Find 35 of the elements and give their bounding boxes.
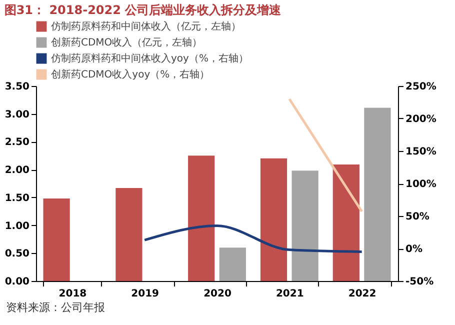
y-tick-label: 0.00 <box>4 276 30 288</box>
x-tick-label: 2018 <box>58 288 87 300</box>
bar <box>260 158 288 281</box>
legend-label: 创新药CDMO收入yoy（%，右轴） <box>51 68 210 80</box>
bar <box>43 198 70 281</box>
line-series <box>143 224 364 253</box>
y2-tick-label: 150% <box>406 146 436 158</box>
text: 资料来源：公司年报 <box>5 300 106 315</box>
x-tick-label: 2021 <box>276 288 304 300</box>
bar <box>116 188 142 281</box>
bar <box>364 108 391 281</box>
y-tick-label: 3.50 <box>4 82 30 92</box>
bar <box>332 164 360 281</box>
bar <box>219 248 246 281</box>
y-tick-label: 1.50 <box>4 192 30 204</box>
y2-tick-label: 200% <box>406 114 436 125</box>
y-tick-label: 2.50 <box>4 137 30 148</box>
bar <box>188 156 215 281</box>
y-tick-label: 2.00 <box>4 165 30 176</box>
x-tick-label: 2022 <box>348 288 376 300</box>
y2-tick-label: 0% <box>406 244 422 255</box>
legend-label: 仿制药原料药和中间体收入（亿元，左轴） <box>50 20 241 32</box>
y2-tick-label: -50% <box>406 276 434 288</box>
bar <box>292 170 318 281</box>
legend-label: 创新药CDMO收入（亿元，左轴） <box>51 36 202 48</box>
y2-tick-label: 50% <box>406 212 430 222</box>
y-tick-label: 3.00 <box>4 109 30 120</box>
chart-title: 图31： 2018-2022 公司后端业务收入拆分及增速 <box>4 3 282 17</box>
y2-tick-label: 250% <box>406 82 436 92</box>
legend-label: 仿制药原料药和中间体收入yoy（%，右轴） <box>50 52 248 64</box>
x-tick-label: 2019 <box>131 288 160 300</box>
y-tick-label: 0.50 <box>4 248 30 260</box>
y-tick-label: 1.00 <box>4 220 30 232</box>
y2-tick-label: 100% <box>406 179 436 190</box>
x-tick-label: 2020 <box>204 288 232 300</box>
